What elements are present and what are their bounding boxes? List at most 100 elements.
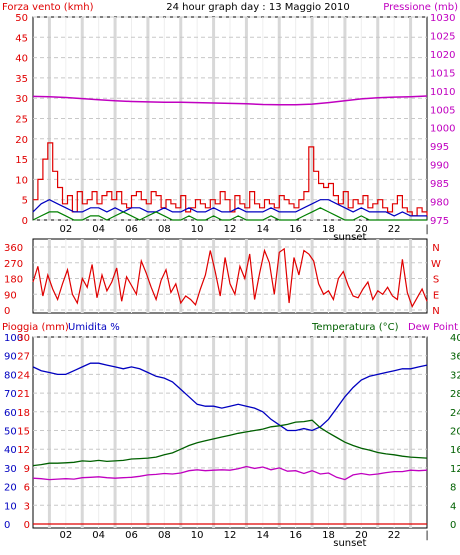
temperature-axis-label: Temperatura (°C) [311, 322, 399, 333]
humidity-tick-label: 60 [4, 408, 17, 419]
temperature-series [32, 419, 428, 467]
pressure-tick-label: 1005 [430, 105, 455, 116]
x-tick-label: 20 [355, 224, 368, 235]
x-tick-label: 10 [191, 530, 204, 541]
x-tick-label: | [425, 530, 428, 541]
compass-tick-label: S [433, 275, 439, 286]
wind-tick-label: 35 [15, 74, 28, 85]
temp-tick-label: 36 [450, 352, 460, 363]
wind-tick-label: 30 [15, 94, 28, 105]
x-tick-label: | [425, 224, 428, 235]
compass-tick-label: E [433, 290, 439, 301]
humidity-tick-label: 90 [4, 352, 17, 363]
rain-tick-label: 27 [17, 352, 30, 363]
pressure-tick-label: 1025 [430, 31, 455, 42]
humidity-tick-label: 10 [4, 501, 17, 512]
direction-tick-label: 360 [4, 243, 23, 254]
wind-axis-label: Forza vento (kmh) [2, 2, 94, 13]
wind-tick-label: 25 [15, 115, 28, 126]
temp-tick-label: 32 [450, 370, 460, 381]
x-tick-label: 02 [59, 530, 72, 541]
humidity-tick-label: 40 [4, 445, 17, 456]
humidity-axis-label: Umidita % [68, 322, 120, 333]
rain-tick-label: 6 [24, 483, 30, 494]
x-tick-label: 22 [388, 530, 401, 541]
direction-tick-label: 270 [4, 259, 23, 270]
dewpoint-axis-label: Dew Point [408, 322, 458, 333]
rain-tick-label: 24 [17, 370, 30, 381]
rain-tick-label: 18 [17, 408, 30, 419]
pressure-tick-label: 985 [430, 179, 449, 190]
x-tick-label: 06 [125, 530, 138, 541]
x-tick-label: 14 [256, 530, 269, 541]
wind-tick-label: 10 [15, 175, 28, 186]
x-tick-label: 08 [158, 530, 171, 541]
x-tick-label: 06 [125, 224, 138, 235]
chart-title: 24 hour graph day : 13 Maggio 2010 [166, 2, 349, 13]
humidity-tick-label: 0 [4, 520, 10, 531]
wind-tick-label: 0 [22, 216, 28, 227]
pressure-tick-label: 1000 [430, 124, 455, 135]
temp-tick-label: 40 [450, 333, 460, 344]
rain-tick-label: 9 [24, 464, 30, 475]
wind_avg-series [32, 199, 427, 217]
sunset-label: sunset [333, 232, 366, 243]
pressure-tick-label: 995 [430, 142, 449, 153]
humidity-series [32, 362, 428, 432]
rain-tick-label: 3 [24, 501, 30, 512]
pressure-axis-label: Pressione (mb) [383, 2, 458, 13]
pressure-series [32, 95, 428, 106]
x-tick-label: 22 [388, 224, 401, 235]
temp-tick-label: 8 [450, 483, 456, 494]
x-tick-label: 08 [158, 224, 171, 235]
humidity-tick-label: 20 [4, 483, 17, 494]
pressure-tick-label: 1020 [430, 50, 455, 61]
temp-tick-label: 0 [450, 520, 456, 531]
rain-axis-label: Pioggia (mm) [2, 322, 69, 333]
pressure-tick-label: 990 [430, 161, 449, 172]
pressure-tick-label: 975 [430, 216, 449, 227]
wind-tick-label: 20 [15, 135, 28, 146]
compass-tick-label: N [432, 306, 439, 317]
rain-tick-label: 21 [17, 389, 30, 400]
wind-tick-label: 15 [15, 155, 28, 166]
x-tick-label: 04 [92, 224, 105, 235]
x-tick-label: 02 [59, 224, 72, 235]
x-tick-label: 12 [224, 530, 237, 541]
rain-tick-label: 30 [17, 333, 30, 344]
humidity-tick-label: 50 [4, 427, 17, 438]
temp-tick-label: 12 [450, 464, 460, 475]
pressure-tick-label: 1010 [430, 87, 455, 98]
temp-tick-label: 16 [450, 445, 460, 456]
pressure-tick-label: 1030 [430, 13, 455, 24]
compass-tick-label: W [431, 259, 441, 270]
rain-tick-label: 15 [17, 427, 30, 438]
x-tick-label: 16 [289, 530, 302, 541]
x-tick-label: 20 [355, 530, 368, 541]
wind-direction-series [32, 247, 428, 308]
x-tick-label: 18 [322, 530, 335, 541]
wind-tick-label: 5 [22, 196, 28, 207]
rain-tick-label: 0 [24, 520, 30, 531]
temp-tick-label: 28 [450, 389, 460, 400]
wind-tick-label: 40 [15, 54, 28, 65]
temp-tick-label: 20 [450, 427, 460, 438]
wind-tick-label: 45 [15, 33, 28, 44]
humidity-tick-label: 70 [4, 389, 17, 400]
humidity-tick-label: 80 [4, 370, 17, 381]
compass-tick-label: N [432, 243, 439, 254]
humidity-tick-label: 100 [4, 333, 23, 344]
humidity-tick-label: 30 [4, 464, 17, 475]
wind-tick-label: 50 [15, 13, 28, 24]
x-tick-label: 18 [322, 224, 335, 235]
direction-tick-label: 90 [4, 290, 17, 301]
pressure-tick-label: 1015 [430, 68, 455, 79]
x-tick-label: 04 [92, 530, 105, 541]
wind_low-series [32, 207, 427, 221]
direction-tick-label: 180 [4, 275, 23, 286]
sunset-label: sunset [333, 538, 366, 549]
dewpoint-series [32, 465, 428, 481]
temp-tick-label: 24 [450, 408, 460, 419]
temp-tick-label: 4 [450, 501, 456, 512]
